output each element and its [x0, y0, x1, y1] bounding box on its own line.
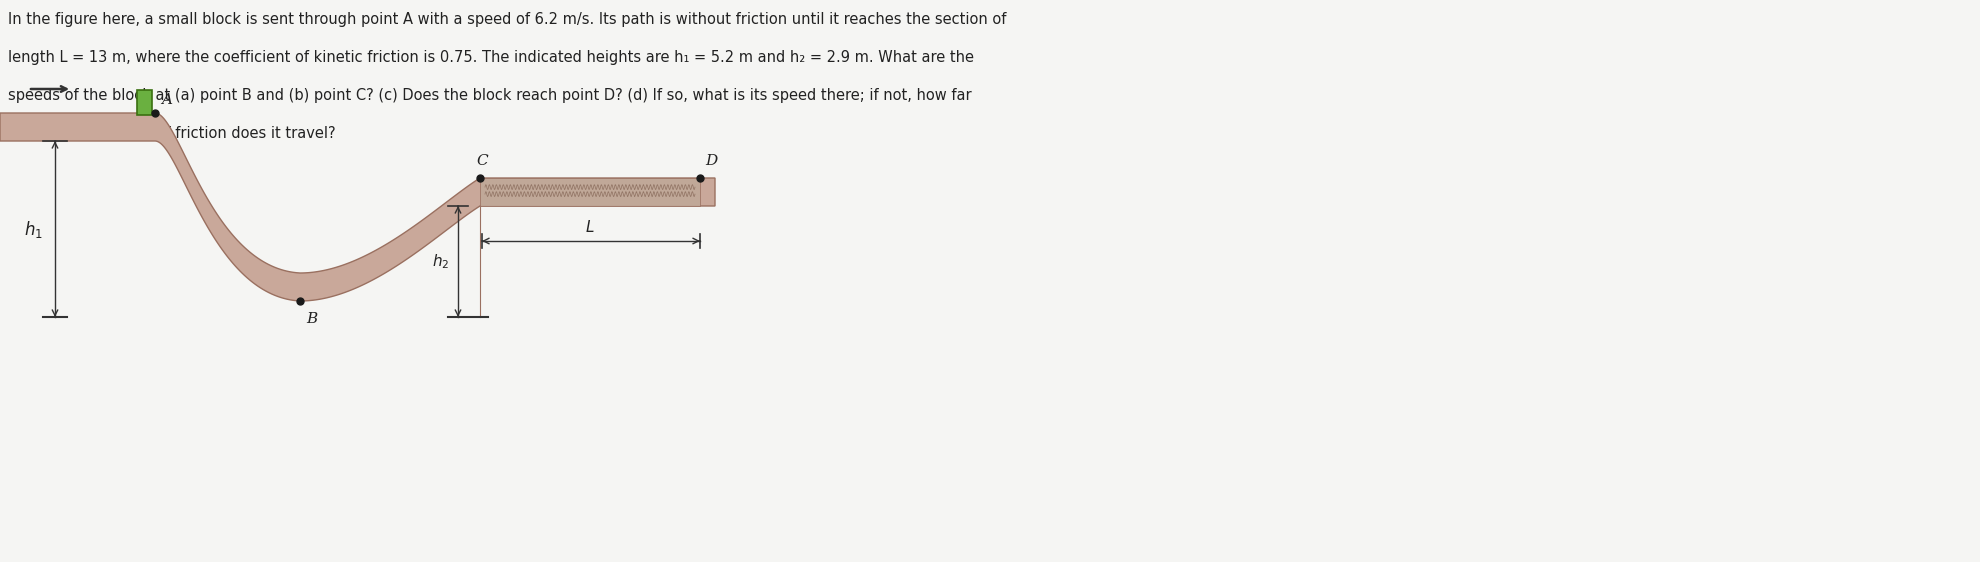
Text: $L$: $L$ [586, 219, 594, 235]
Text: D: D [705, 154, 717, 168]
Text: $h_2$: $h_2$ [432, 252, 449, 271]
Text: length L = 13 m, where the coefficient of kinetic friction is 0.75. The indicate: length L = 13 m, where the coefficient o… [8, 50, 974, 65]
Text: In the figure here, a small block is sent through point A with a speed of 6.2 m/: In the figure here, a small block is sen… [8, 12, 1006, 27]
Text: C: C [475, 154, 487, 168]
Polygon shape [0, 113, 715, 301]
Polygon shape [479, 178, 701, 206]
Bar [137, 90, 152, 115]
Text: through the section of friction does it travel?: through the section of friction does it … [8, 126, 337, 141]
Text: $h_1$: $h_1$ [24, 219, 42, 239]
Text: A: A [160, 93, 172, 107]
Text: speeds of the block at (a) point B and (b) point C? (c) Does the block reach poi: speeds of the block at (a) point B and (… [8, 88, 972, 103]
Text: B: B [307, 312, 317, 326]
